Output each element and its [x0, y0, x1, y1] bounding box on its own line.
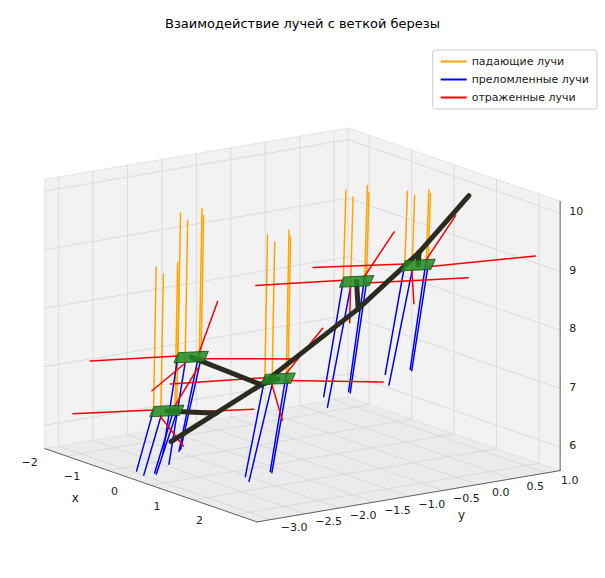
- svg-text:−1.0: −1.0: [419, 498, 446, 511]
- svg-text:отраженные лучи: отраженные лучи: [472, 91, 576, 104]
- svg-text:−1: −1: [64, 470, 80, 483]
- svg-text:10: 10: [569, 205, 583, 218]
- svg-text:x: x: [72, 491, 79, 505]
- svg-text:Взаимодействие лучей с веткой: Взаимодействие лучей с веткой березы: [165, 16, 440, 31]
- svg-text:7: 7: [569, 381, 576, 394]
- svg-text:2: 2: [196, 514, 203, 527]
- svg-text:падающие лучи: падающие лучи: [472, 55, 565, 68]
- svg-text:0.0: 0.0: [492, 486, 510, 499]
- svg-text:−0.5: −0.5: [453, 492, 480, 505]
- svg-text:−1.5: −1.5: [384, 504, 411, 517]
- svg-text:0.5: 0.5: [527, 480, 545, 493]
- svg-text:9: 9: [569, 264, 576, 277]
- svg-text:y: y: [458, 508, 465, 522]
- svg-text:−2: −2: [22, 456, 38, 469]
- svg-text:6: 6: [569, 439, 576, 452]
- svg-text:1.0: 1.0: [561, 474, 579, 487]
- svg-text:преломленные лучи: преломленные лучи: [472, 73, 589, 86]
- svg-text:0: 0: [111, 485, 118, 498]
- svg-text:−2.0: −2.0: [350, 509, 377, 522]
- svg-text:8: 8: [569, 322, 576, 335]
- svg-text:−3.0: −3.0: [281, 521, 308, 534]
- svg-text:1: 1: [154, 500, 161, 513]
- svg-text:−2.5: −2.5: [315, 515, 342, 528]
